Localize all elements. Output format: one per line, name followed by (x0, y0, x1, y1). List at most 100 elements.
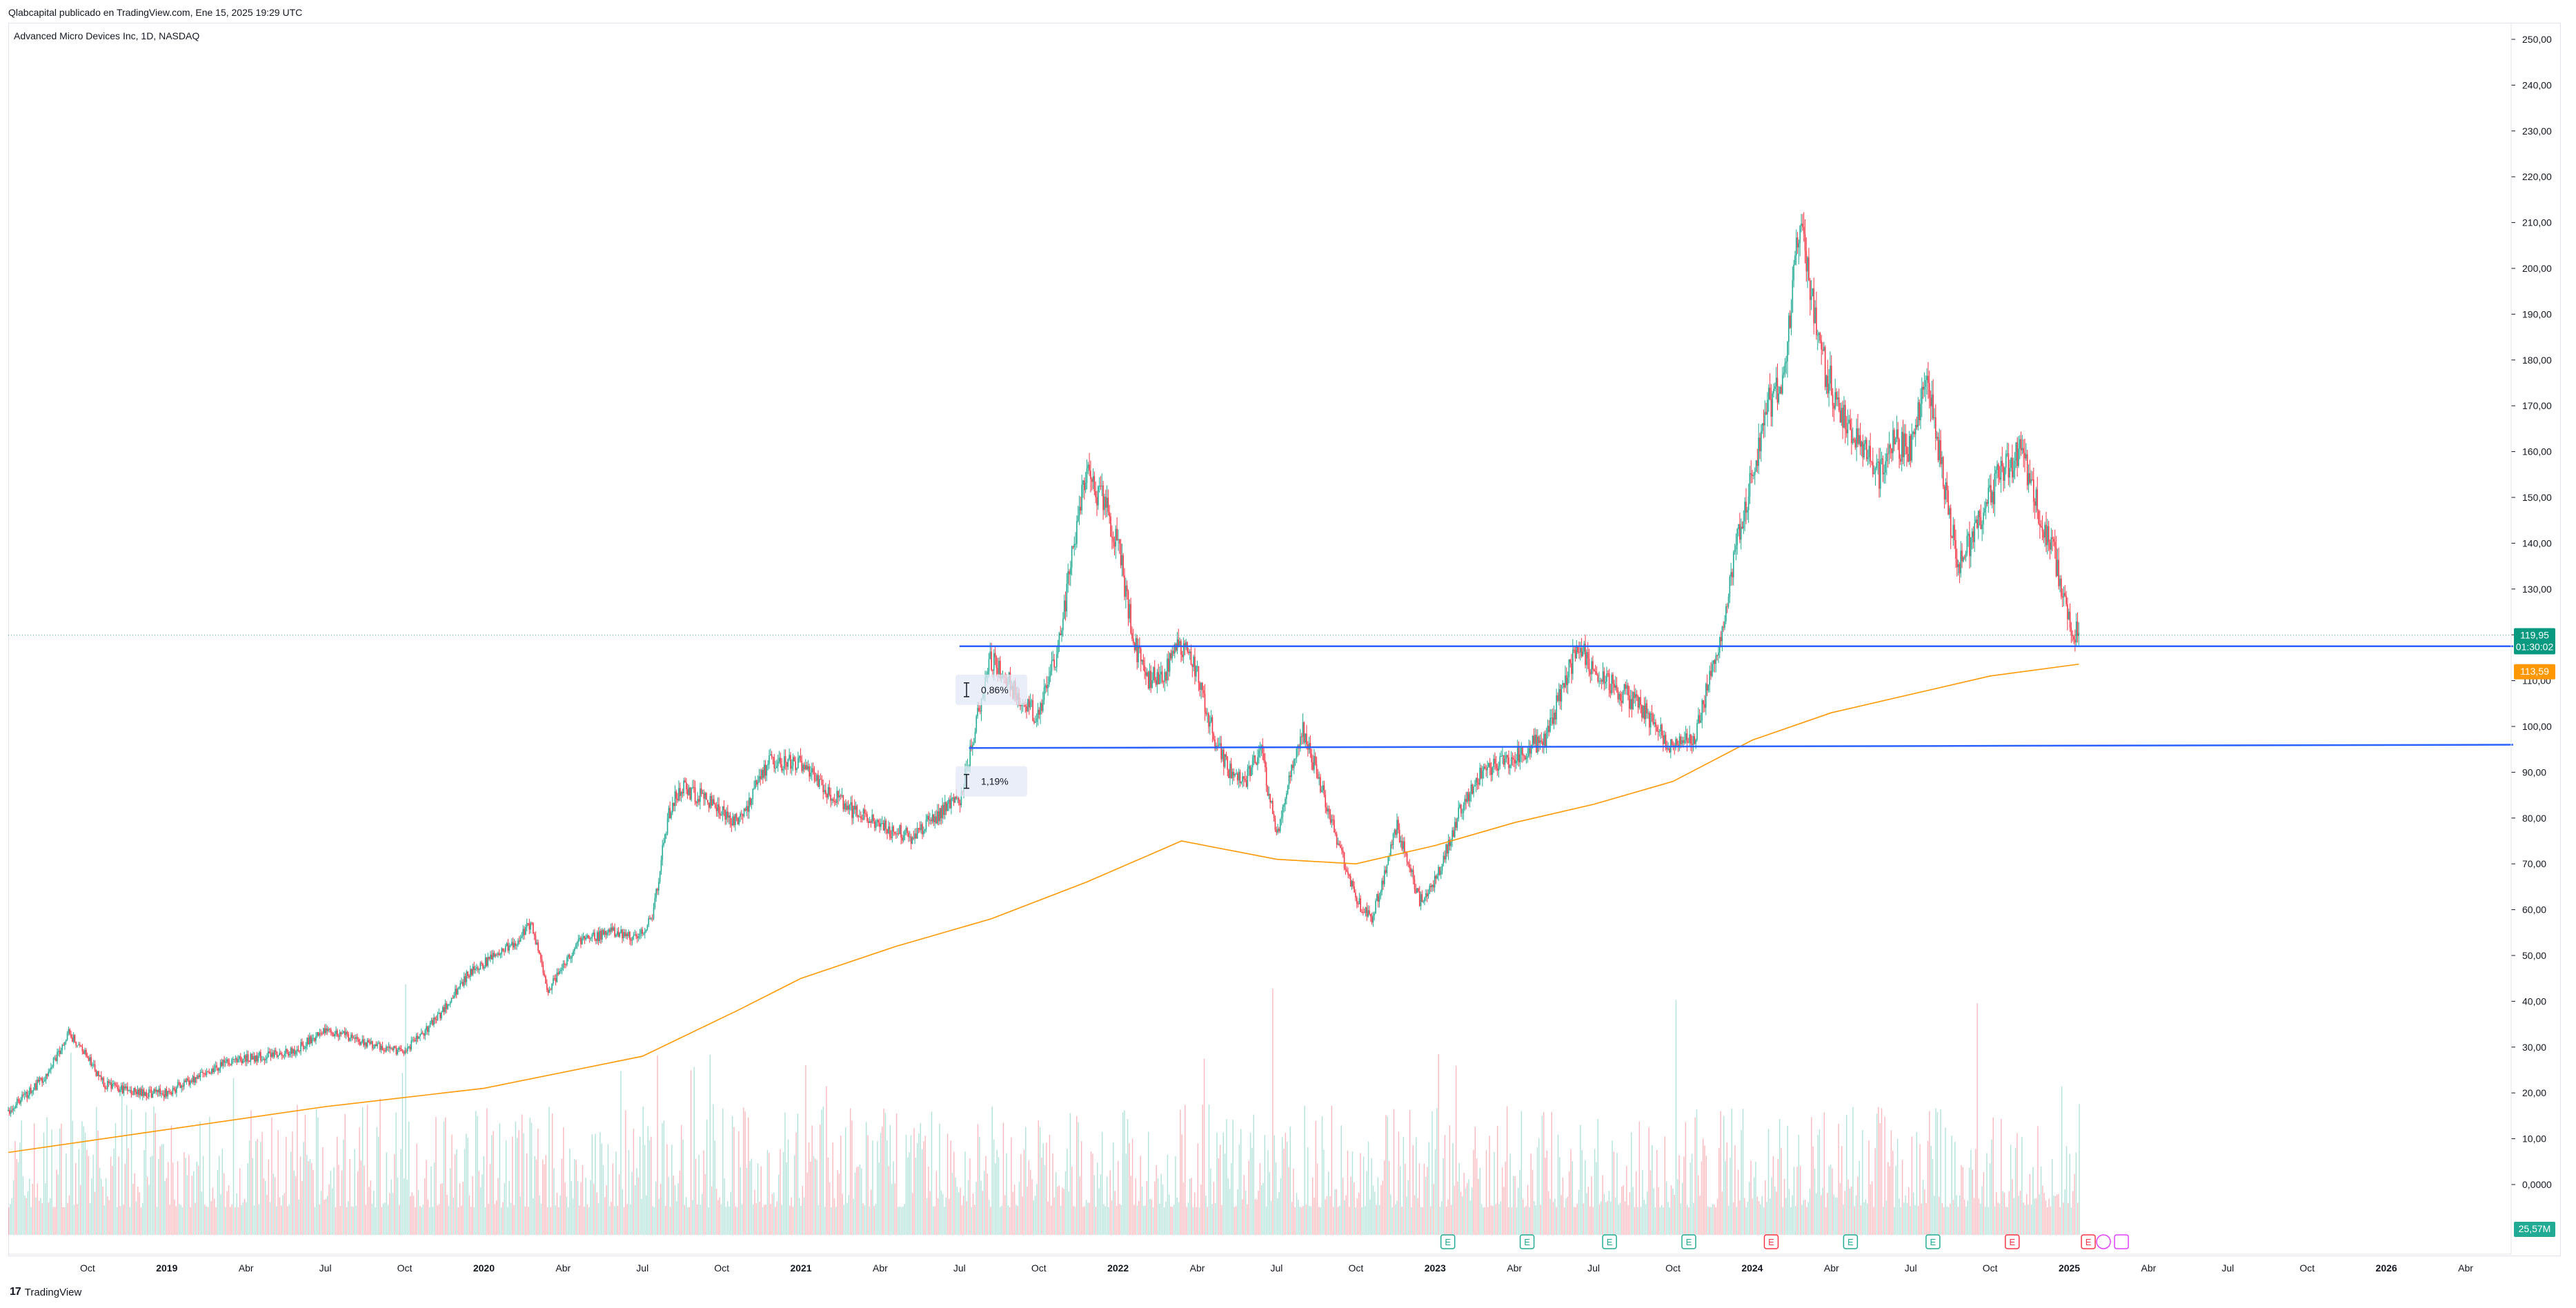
volume-bar (1863, 1202, 1865, 1235)
candle-body (1318, 777, 1320, 779)
volume-bar (346, 1207, 348, 1235)
volume-bar (1383, 1160, 1385, 1235)
candle-body (92, 1064, 95, 1065)
volume-bar (590, 1180, 591, 1235)
candle-body (222, 1060, 224, 1067)
candle-body (761, 769, 762, 780)
candle-body (1607, 673, 1609, 675)
candle-body (1581, 648, 1583, 657)
candle-body (1027, 699, 1029, 712)
volume-bar (2072, 1191, 2074, 1235)
candle-body (177, 1082, 179, 1088)
candle-body (668, 808, 670, 819)
candle-body (1361, 911, 1363, 913)
candle-body (123, 1086, 125, 1093)
candle-body (1314, 755, 1315, 770)
candle-body (370, 1041, 372, 1044)
volume-bar (1774, 1186, 1776, 1235)
volume-bar (1707, 1206, 1709, 1235)
volume-bar (306, 1154, 308, 1235)
candle-body (1478, 782, 1480, 785)
volume-bar (1785, 1198, 1787, 1235)
tradingview-logo[interactable]: 17 TradingView (10, 1286, 81, 1298)
volume-bar (537, 1129, 539, 1235)
volume-bar (1034, 1196, 1036, 1235)
candle-body (553, 978, 555, 979)
candle-body (1963, 557, 1964, 562)
candle-body (1090, 470, 1091, 479)
candle-body (1901, 432, 1903, 462)
candle-body (1155, 680, 1157, 685)
volume-bar (1243, 1175, 1245, 1235)
volume-bar (1760, 1204, 1761, 1235)
candle-body (315, 1036, 317, 1041)
x-tick-label: Abr (239, 1262, 254, 1274)
candle-body (1939, 440, 1941, 460)
volume-bar (1881, 1108, 1883, 1235)
candle-body (651, 918, 652, 920)
candle-body (1621, 700, 1623, 703)
candle-body (1077, 516, 1079, 522)
candle-body (1194, 656, 1196, 677)
candle-body (1600, 680, 1601, 682)
candle-body (2029, 473, 2031, 483)
candle-body (1794, 255, 1796, 265)
candle-body (1965, 553, 1967, 558)
candle-body (1067, 571, 1069, 584)
candle-body (631, 937, 633, 941)
candle-body (1190, 651, 1192, 665)
candle-body (1646, 703, 1647, 714)
candle-body (226, 1059, 228, 1062)
volume-bar (1610, 1201, 1612, 1235)
candle-body (1977, 511, 1979, 528)
candle-body (655, 889, 657, 898)
volume-bar (400, 1149, 402, 1235)
volume-bar (1509, 1153, 1511, 1235)
volume-bar (1025, 1127, 1027, 1235)
candle-body (924, 829, 926, 831)
candle-body (911, 838, 913, 844)
volume-bar (1293, 1169, 1294, 1235)
volume-bar (445, 1117, 446, 1235)
candle-body (1979, 511, 1981, 517)
y-tick-label: 10,00 (2522, 1133, 2546, 1144)
candle-body (1620, 693, 1621, 701)
volume-bar (1592, 1207, 1594, 1235)
candle-body (481, 962, 482, 964)
candle-body (373, 1047, 375, 1049)
volume-bar (1339, 1205, 1340, 1235)
volume-bar (260, 1142, 261, 1235)
volume-bar (1605, 1202, 1607, 1235)
candle-body (1695, 740, 1696, 744)
candle-body (1706, 684, 1708, 691)
volume-bar (762, 1207, 764, 1235)
volume-bar (384, 1202, 386, 1235)
y-tick-label: 240,00 (2522, 79, 2552, 90)
volume-bar (945, 1197, 947, 1235)
candle-body (836, 791, 838, 803)
candle-body (1358, 898, 1360, 904)
candle-body (351, 1034, 353, 1038)
volume-bar (1363, 1156, 1365, 1235)
volume-bar (279, 1197, 281, 1235)
volume-bar (35, 1197, 37, 1235)
volume-bar (1807, 1202, 1809, 1235)
candle-body (305, 1046, 307, 1049)
candle-body (379, 1042, 381, 1050)
volume-bar (956, 1187, 958, 1235)
tradingview-logo-text: TradingView (24, 1286, 82, 1298)
candle-body (1735, 545, 1737, 550)
measure-box (955, 766, 1028, 797)
candle-body (265, 1058, 266, 1060)
candle-body (437, 1013, 439, 1020)
volume-bar (668, 1177, 669, 1235)
volume-bar (1530, 1153, 1532, 1235)
volume-bar (1930, 1145, 1932, 1235)
candle-body (943, 804, 944, 815)
candle-body (296, 1049, 298, 1052)
volume-bar (862, 1203, 864, 1235)
candle-body (1102, 485, 1104, 511)
candle-body (1378, 896, 1380, 902)
candle-body (1629, 699, 1632, 709)
